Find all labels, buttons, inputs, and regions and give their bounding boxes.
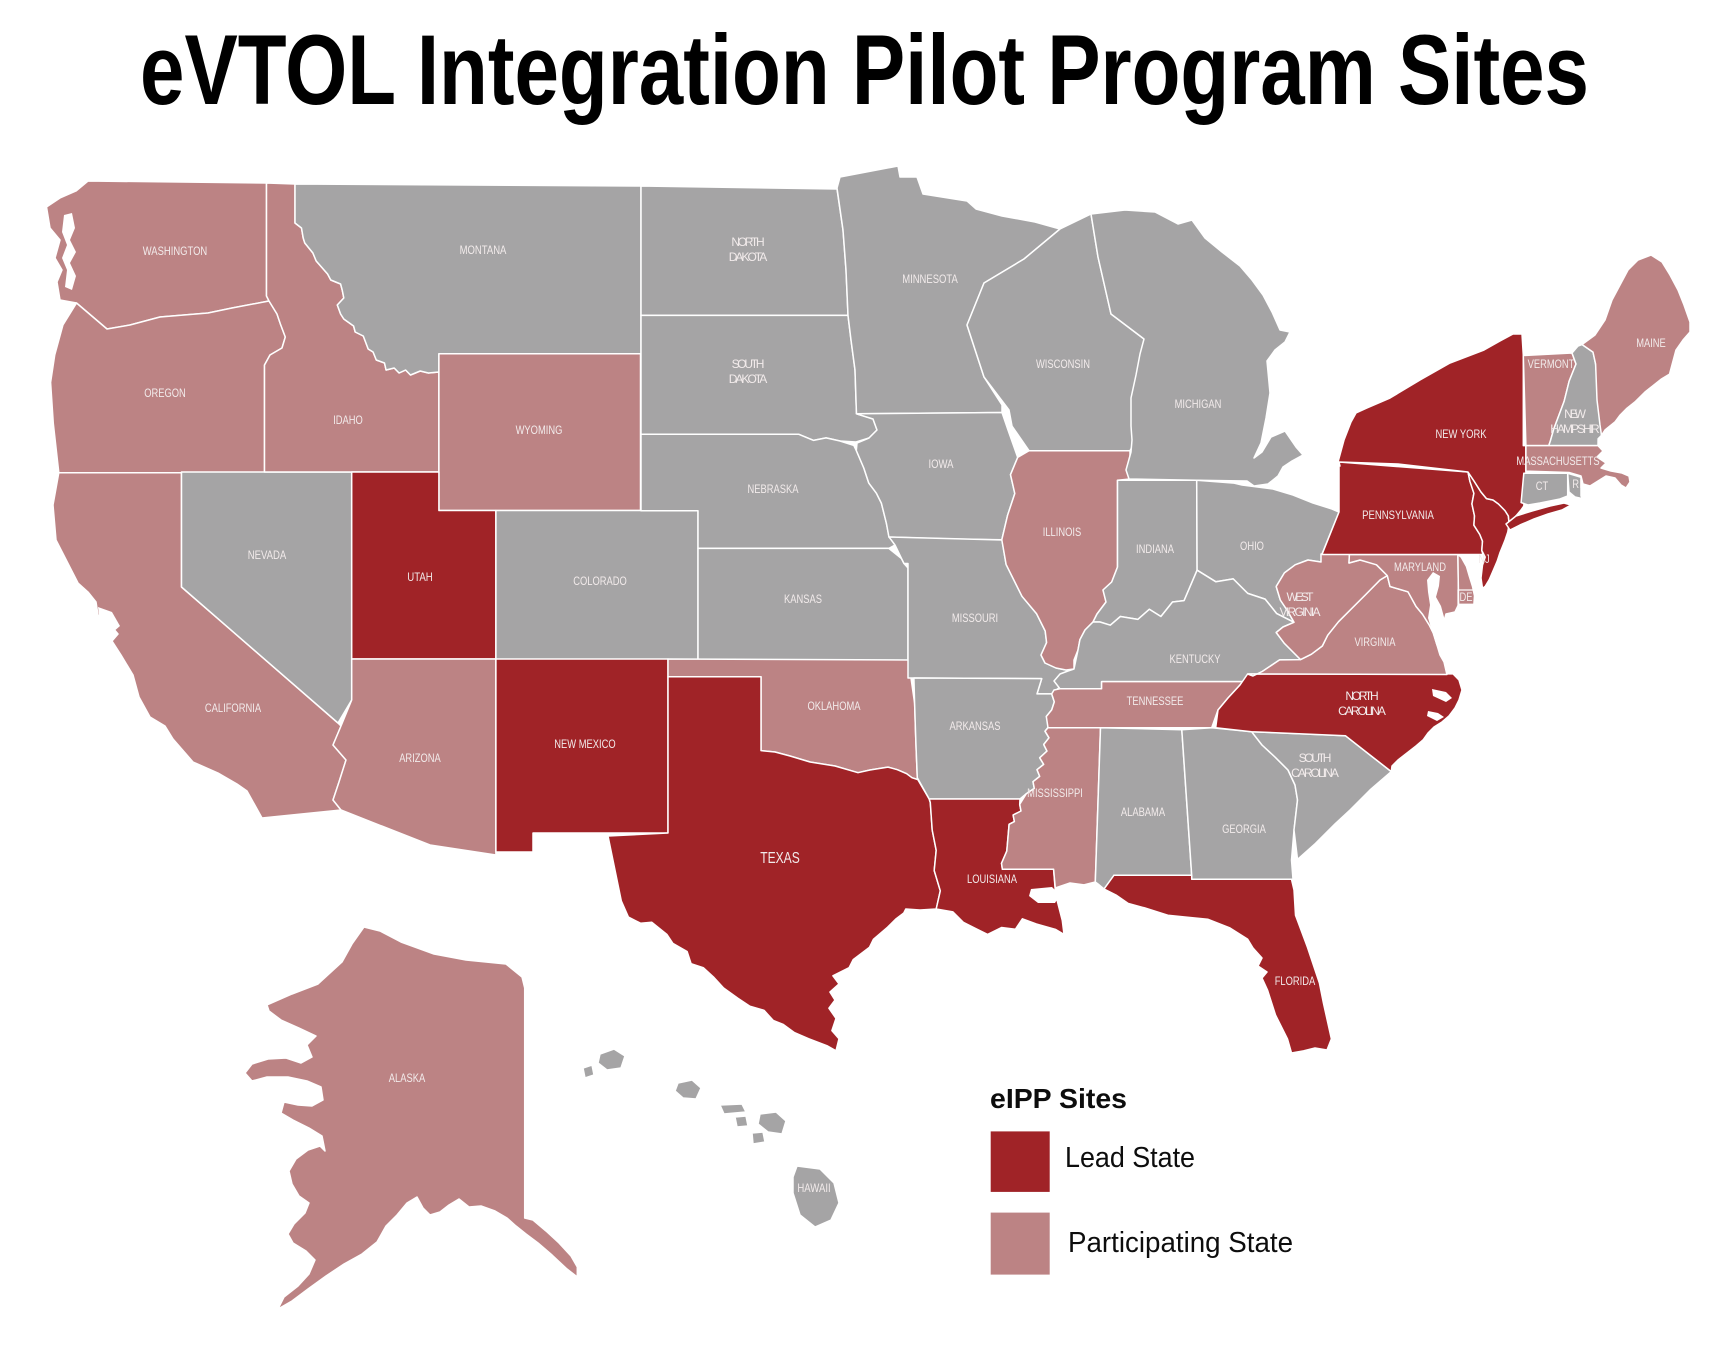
svg-text:KENTUCKY: KENTUCKY — [1170, 652, 1221, 666]
svg-text:KANSAS: KANSAS — [784, 592, 822, 606]
svg-text:MONTANA: MONTANA — [460, 243, 507, 257]
svg-text:COLORADO: COLORADO — [573, 574, 627, 588]
svg-text:eVTOL Integration Pilot Progra: eVTOL Integration Pilot Program Sites — [140, 14, 1589, 125]
svg-text:MAINE: MAINE — [1636, 336, 1666, 350]
svg-text:DE: DE — [1460, 590, 1473, 604]
svg-text:ILLINOIS: ILLINOIS — [1043, 525, 1082, 539]
svg-text:UTAH: UTAH — [407, 570, 433, 584]
svg-text:MICHIGAN: MICHIGAN — [1175, 397, 1222, 411]
svg-text:INDIANA: INDIANA — [1136, 542, 1174, 556]
svg-text:Lead State: Lead State — [1065, 1142, 1195, 1174]
svg-text:MARYLAND: MARYLAND — [1394, 560, 1446, 574]
svg-text:Participating State: Participating State — [1068, 1227, 1293, 1259]
svg-text:MISSISSIPPI: MISSISSIPPI — [1027, 786, 1083, 800]
svg-text:NJ: NJ — [1478, 552, 1489, 566]
svg-text:MASSACHUSETTS: MASSACHUSETTS — [1516, 454, 1599, 468]
svg-text:TEXAS: TEXAS — [760, 850, 800, 867]
svg-text:NEVADA: NEVADA — [248, 548, 287, 562]
svg-text:TENNESSEE: TENNESSEE — [1127, 694, 1184, 708]
svg-text:ARIZONA: ARIZONA — [399, 751, 441, 765]
svg-text:MISSOURI: MISSOURI — [952, 611, 998, 625]
svg-text:VERMONT: VERMONT — [1528, 357, 1575, 371]
svg-text:WYOMING: WYOMING — [516, 423, 563, 437]
svg-text:VIRGINIA: VIRGINIA — [1354, 635, 1395, 649]
svg-text:ARKANSAS: ARKANSAS — [950, 719, 1001, 733]
svg-text:NEW YORK: NEW YORK — [1436, 427, 1487, 441]
svg-text:HAWAII: HAWAII — [797, 1181, 830, 1195]
svg-text:eIPP Sites: eIPP Sites — [990, 1083, 1127, 1114]
svg-text:OREGON: OREGON — [144, 386, 186, 400]
svg-text:RI: RI — [1572, 477, 1581, 491]
svg-text:CALIFORNIA: CALIFORNIA — [205, 701, 261, 715]
svg-text:PENNSYLVANIA: PENNSYLVANIA — [1362, 508, 1434, 522]
svg-text:CT: CT — [1536, 479, 1549, 493]
svg-text:WASHINGTON: WASHINGTON — [143, 244, 208, 258]
svg-text:OHIO: OHIO — [1240, 539, 1264, 553]
svg-text:GEORGIA: GEORGIA — [1222, 822, 1266, 836]
svg-text:MINNESOTA: MINNESOTA — [902, 272, 958, 286]
svg-text:ALABAMA: ALABAMA — [1121, 805, 1165, 819]
svg-text:NEW MEXICO: NEW MEXICO — [554, 737, 615, 751]
svg-text:NEBRASKA: NEBRASKA — [748, 482, 799, 496]
svg-text:FLORIDA: FLORIDA — [1275, 974, 1316, 988]
svg-text:OKLAHOMA: OKLAHOMA — [807, 699, 860, 713]
svg-text:ALASKA: ALASKA — [389, 1071, 425, 1085]
svg-text:WISCONSIN: WISCONSIN — [1036, 357, 1090, 371]
svg-text:IDAHO: IDAHO — [333, 413, 363, 427]
svg-text:IOWA: IOWA — [929, 457, 954, 471]
svg-text:LOUISIANA: LOUISIANA — [967, 872, 1017, 886]
